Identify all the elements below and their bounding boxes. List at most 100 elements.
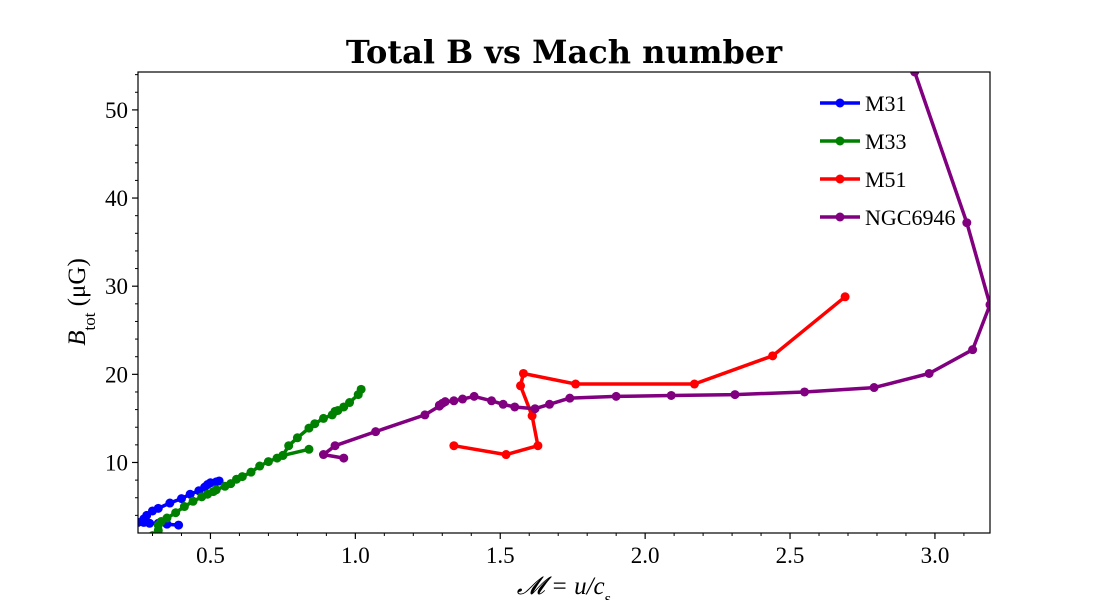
data-point-ngc6946 [800, 387, 810, 397]
x-axis-label-subscript: s [605, 589, 612, 600]
x-tick-label: 2.5 [776, 543, 805, 568]
data-point-ngc6946 [910, 72, 920, 77]
data-point-m51 [516, 381, 526, 391]
x-tick-label: 1.5 [486, 543, 515, 568]
data-point-ngc6946 [985, 300, 990, 310]
data-point-m33 [284, 441, 294, 451]
data-point-ngc6946 [962, 218, 972, 228]
legend-swatch-marker [835, 98, 845, 108]
data-point-m33 [237, 472, 247, 482]
data-point-ngc6946 [510, 402, 520, 412]
data-point-m51 [527, 411, 537, 421]
data-point-m51 [571, 379, 581, 389]
y-tick-label: 50 [105, 98, 128, 123]
data-point-ngc6946 [440, 397, 450, 407]
data-point-m31 [153, 503, 163, 513]
legend-item-m33: M33 [820, 129, 907, 154]
data-point-m33 [255, 461, 265, 471]
data-point-ngc6946 [458, 394, 468, 404]
x-tick-label: 0.5 [196, 543, 225, 568]
legend-item-ngc6946: NGC6946 [820, 205, 955, 230]
data-point-ngc6946 [420, 410, 430, 420]
y-axis: 10 20 30 40 50 [105, 74, 138, 516]
plot-frame [137, 71, 991, 534]
data-point-m33 [171, 508, 181, 518]
data-point-ngc6946 [666, 390, 676, 400]
series-line-ngc6946 [321, 72, 990, 460]
data-point-m33 [179, 502, 189, 512]
data-point-ngc6946 [869, 383, 879, 393]
data-point-ngc6946 [565, 393, 575, 403]
data-point-m33 [356, 384, 366, 394]
y-tick-label: 40 [105, 186, 128, 211]
data-point-m33 [304, 444, 314, 454]
data-point-m31 [174, 520, 184, 530]
data-point-m51 [768, 351, 778, 361]
data-point-m33 [310, 419, 320, 429]
data-point-m51 [689, 379, 699, 389]
data-point-ngc6946 [730, 390, 740, 400]
data-point-ngc6946 [469, 391, 479, 401]
data-point-ngc6946 [611, 391, 621, 401]
legend-label: M33 [865, 129, 907, 154]
series-ngc6946 [318, 72, 990, 463]
x-tick-label: 2.0 [631, 543, 660, 568]
legend-swatch-marker [835, 212, 845, 222]
x-tick-label: 1.0 [341, 543, 370, 568]
data-point-m31 [214, 476, 224, 486]
data-point-m33 [292, 433, 302, 443]
legend-item-m31: M31 [820, 91, 907, 116]
y-axis-label-unit: (μG) [64, 258, 91, 312]
data-point-m33 [162, 513, 172, 523]
data-point-ngc6946 [449, 396, 459, 406]
data-point-m51 [840, 292, 850, 302]
y-tick-label: 30 [105, 274, 128, 299]
legend-label: M31 [865, 91, 907, 116]
x-axis-label: 𝓜 = u/cs [517, 573, 612, 600]
series-layer [138, 72, 990, 533]
series-m51 [449, 292, 850, 460]
series-m31 [138, 476, 224, 530]
x-axis: 0.5 1.0 1.5 2.0 2.5 3.0 [151, 533, 965, 568]
x-axis-label-main: 𝓜 = u/c [517, 573, 605, 600]
data-point-m33 [263, 457, 273, 467]
data-point-m33 [345, 398, 355, 408]
series-line-m51 [452, 295, 847, 457]
legend-item-m51: M51 [820, 167, 907, 192]
data-point-m33 [211, 485, 221, 495]
data-point-m51 [518, 368, 528, 378]
y-axis-label-subscript: tot [80, 312, 99, 330]
data-point-m31 [185, 489, 195, 499]
data-point-m33 [246, 467, 256, 477]
chart-title: Total B vs Mach number [346, 33, 783, 71]
data-point-ngc6946 [545, 399, 555, 409]
legend-swatch-marker [835, 136, 845, 146]
data-point-ngc6946 [339, 453, 349, 463]
series-m33 [148, 384, 366, 533]
data-point-m51 [533, 441, 543, 451]
x-tick-label: 3.0 [921, 543, 950, 568]
y-tick-label: 10 [105, 450, 128, 475]
data-point-m51 [449, 441, 459, 451]
legend-swatch-marker [835, 174, 845, 184]
data-point-ngc6946 [530, 404, 540, 414]
data-point-m33 [278, 450, 288, 460]
data-point-ngc6946 [487, 396, 497, 406]
legend-label: M51 [865, 167, 907, 192]
y-axis-label-main: B [64, 331, 91, 346]
y-axis-label: Btot (μG) [64, 258, 99, 346]
data-point-ngc6946 [371, 427, 381, 437]
data-point-ngc6946 [968, 345, 978, 355]
data-point-m33 [318, 413, 328, 423]
data-point-ngc6946 [318, 450, 328, 460]
data-point-m33 [188, 496, 198, 506]
data-point-ngc6946 [330, 441, 340, 451]
legend-label: NGC6946 [865, 205, 955, 230]
y-tick-label: 20 [105, 362, 128, 387]
legend: M31 M33 M51 NGC6946 [820, 91, 955, 230]
data-point-ngc6946 [924, 368, 934, 378]
data-point-m51 [501, 450, 511, 460]
data-point-m31 [176, 494, 186, 504]
data-point-m31 [165, 498, 175, 508]
